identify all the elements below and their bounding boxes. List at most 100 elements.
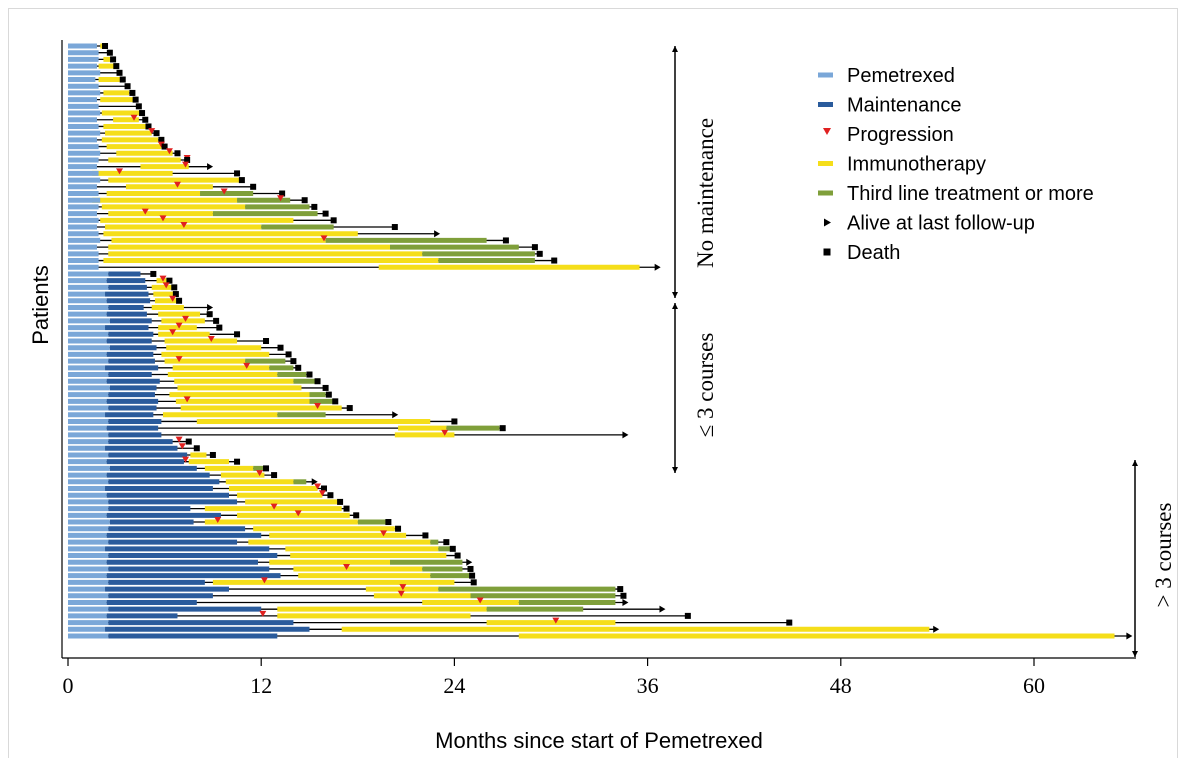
- death-marker: [295, 365, 301, 371]
- legend-label: Pemetrexed: [847, 65, 955, 87]
- death-marker: [537, 251, 543, 257]
- patient-row: [68, 90, 135, 96]
- death-marker: [113, 63, 119, 69]
- patient-row: [68, 618, 792, 626]
- x-tick-label: 24: [443, 673, 465, 698]
- patient-row: [68, 392, 332, 398]
- death-marker: [315, 378, 321, 384]
- death-marker: [186, 439, 192, 445]
- patient-row: [68, 142, 168, 150]
- death-marker: [194, 445, 200, 451]
- patient-row: [68, 209, 329, 217]
- alive-marker: [933, 626, 939, 633]
- patient-row: [68, 396, 338, 404]
- patient-row: [68, 115, 148, 123]
- death-marker: [239, 177, 245, 183]
- patient-row: [68, 137, 164, 143]
- death-marker: [286, 351, 292, 357]
- death-marker: [337, 499, 343, 505]
- patient-row: [68, 282, 177, 290]
- patient-row: [68, 633, 1132, 640]
- patient-row: [68, 546, 456, 552]
- patient-row: [68, 311, 213, 317]
- death-marker: [551, 258, 557, 264]
- patient-row: [68, 559, 472, 566]
- legend-swatch: [818, 191, 833, 196]
- death-marker: [263, 465, 269, 471]
- legend-item: Maintenance: [818, 95, 962, 117]
- death-marker: [353, 512, 359, 518]
- patient-row: [68, 182, 256, 190]
- death-marker: [107, 50, 113, 56]
- group-label: > 3 courses: [1151, 502, 1176, 607]
- death-marker: [620, 593, 626, 599]
- patient-row: [68, 470, 277, 478]
- patient-row: [68, 271, 156, 277]
- legend: Pemetrexed Maintenance Progression Immunoth…: [818, 65, 1094, 264]
- patient-row: [68, 264, 661, 271]
- patient-row: [68, 385, 329, 391]
- group-bracket-arrow: [672, 292, 678, 298]
- alive-marker: [622, 431, 628, 438]
- death-marker: [216, 325, 222, 331]
- death-marker: [234, 459, 240, 465]
- death-marker: [503, 237, 509, 243]
- death-marker: [332, 398, 338, 404]
- alive-marker: [392, 411, 398, 418]
- legend-swatch: [824, 219, 831, 227]
- patient-row: [68, 478, 318, 485]
- patient-row: [68, 437, 192, 445]
- legend-label: Progression: [847, 124, 954, 146]
- death-marker: [250, 184, 256, 190]
- patient-row: [68, 304, 213, 311]
- legend-swatch: [823, 128, 831, 135]
- patient-row: [68, 517, 391, 525]
- x-tick-label: 12: [250, 673, 272, 698]
- death-marker: [323, 385, 329, 391]
- patient-row: [68, 215, 337, 223]
- death-marker: [422, 532, 428, 538]
- patient-row: [68, 443, 200, 451]
- death-marker: [290, 358, 296, 364]
- alive-marker: [1126, 633, 1132, 640]
- patient-row: [68, 345, 284, 351]
- patient-row: [68, 77, 126, 83]
- patient-row: [68, 425, 506, 431]
- alive-marker: [434, 230, 440, 237]
- patient-row: [68, 606, 665, 613]
- x-tick-label: 0: [63, 673, 74, 698]
- patient-row: [68, 539, 449, 545]
- death-marker: [500, 425, 506, 431]
- patient-row: [68, 573, 475, 579]
- legend-label: Maintenance: [847, 95, 962, 117]
- x-tick-label: 36: [637, 673, 659, 698]
- x-tick-label: 48: [830, 673, 852, 698]
- patient-row: [68, 591, 626, 599]
- patient-row: [68, 103, 142, 109]
- death-marker: [455, 553, 461, 559]
- patient-bars: [68, 43, 1132, 640]
- death-marker: [786, 620, 792, 626]
- patient-row: [68, 222, 398, 230]
- death-marker: [331, 217, 337, 223]
- patient-row: [68, 162, 213, 171]
- x-ticks: 0 12 24 36 48 60: [63, 658, 1046, 698]
- death-marker: [392, 224, 398, 230]
- death-marker: [263, 338, 269, 344]
- patient-row: [68, 230, 440, 237]
- group-bracket-arrow: [672, 303, 678, 309]
- patient-row: [68, 510, 359, 518]
- legend-label: Alive at last follow-up: [847, 213, 1035, 235]
- death-marker: [234, 331, 240, 337]
- patient-row: [68, 97, 139, 103]
- patient-row: [68, 43, 108, 49]
- patient-row: [68, 155, 191, 163]
- patient-row: [68, 70, 123, 76]
- death-marker: [347, 405, 353, 411]
- y-axis-label: Patients: [28, 265, 53, 345]
- death-marker: [210, 452, 216, 458]
- death-marker: [532, 244, 538, 250]
- alive-marker: [466, 559, 472, 566]
- legend-label: Immunotherapy: [847, 154, 986, 176]
- death-marker: [142, 117, 148, 123]
